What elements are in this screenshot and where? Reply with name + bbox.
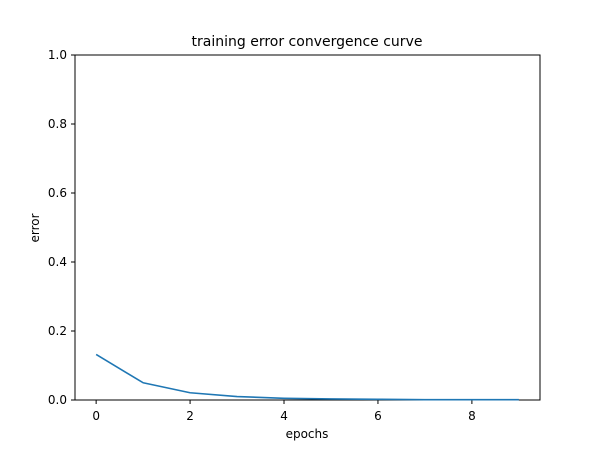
chart-title: training error convergence curve xyxy=(192,34,423,50)
y-axis: 0.0 0.2 0.4 0.6 0.8 1.0 xyxy=(48,48,75,407)
plot-frame xyxy=(74,54,541,401)
x-tick-label: 0 xyxy=(92,409,100,423)
y-tick-label: 0.2 xyxy=(48,324,67,338)
y-tick-label: 1.0 xyxy=(48,48,67,62)
x-axis-label: epochs xyxy=(286,427,329,441)
x-tick-label: 6 xyxy=(374,409,382,423)
plot-area xyxy=(74,54,541,401)
y-tick-label: 0.6 xyxy=(48,186,67,200)
series-line xyxy=(95,353,519,401)
y-axis-label: error xyxy=(28,213,42,242)
x-tick-label: 4 xyxy=(280,409,288,423)
y-tick-label: 0.0 xyxy=(48,393,67,407)
y-tick-label: 0.8 xyxy=(48,117,67,131)
series-layer xyxy=(95,353,519,401)
y-tick-label: 0.4 xyxy=(48,255,67,269)
x-tick-label: 2 xyxy=(186,409,194,423)
x-tick-label: 8 xyxy=(468,409,476,423)
x-axis: 0 2 4 6 8 xyxy=(92,400,476,423)
